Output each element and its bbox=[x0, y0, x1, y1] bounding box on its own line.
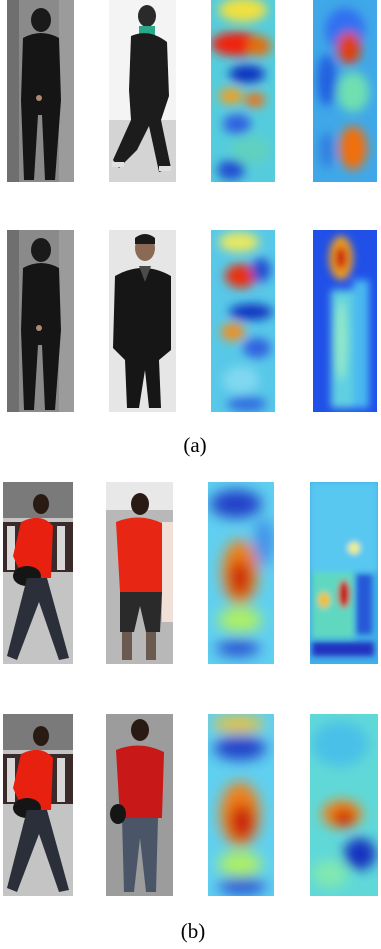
person-photo-b-row2-right bbox=[106, 714, 173, 896]
person-photo-a-row2-left bbox=[7, 230, 74, 412]
heatmap-b-row1-left bbox=[208, 482, 274, 664]
person-photo-b-row2-left bbox=[3, 714, 73, 896]
panel-caption-a: (a) bbox=[183, 433, 207, 457]
heatmap-b-row2-right bbox=[310, 714, 378, 896]
person-photo-b-row1-right bbox=[106, 482, 173, 664]
heatmap-a-row1-right bbox=[313, 0, 377, 182]
heatmap-a-row2-left bbox=[211, 230, 275, 412]
person-photo-a-row2-right bbox=[109, 230, 176, 412]
panel-caption-b: (b) bbox=[180, 919, 206, 943]
person-photo-b-row1-left bbox=[3, 482, 73, 664]
heatmap-a-row2-right bbox=[313, 230, 377, 412]
heatmap-b-row1-right bbox=[310, 482, 378, 664]
person-photo-a-row1-left bbox=[7, 0, 74, 182]
person-photo-a-row1-right bbox=[109, 0, 176, 182]
heatmap-b-row2-left bbox=[208, 714, 274, 896]
heatmap-a-row1-left bbox=[211, 0, 275, 182]
